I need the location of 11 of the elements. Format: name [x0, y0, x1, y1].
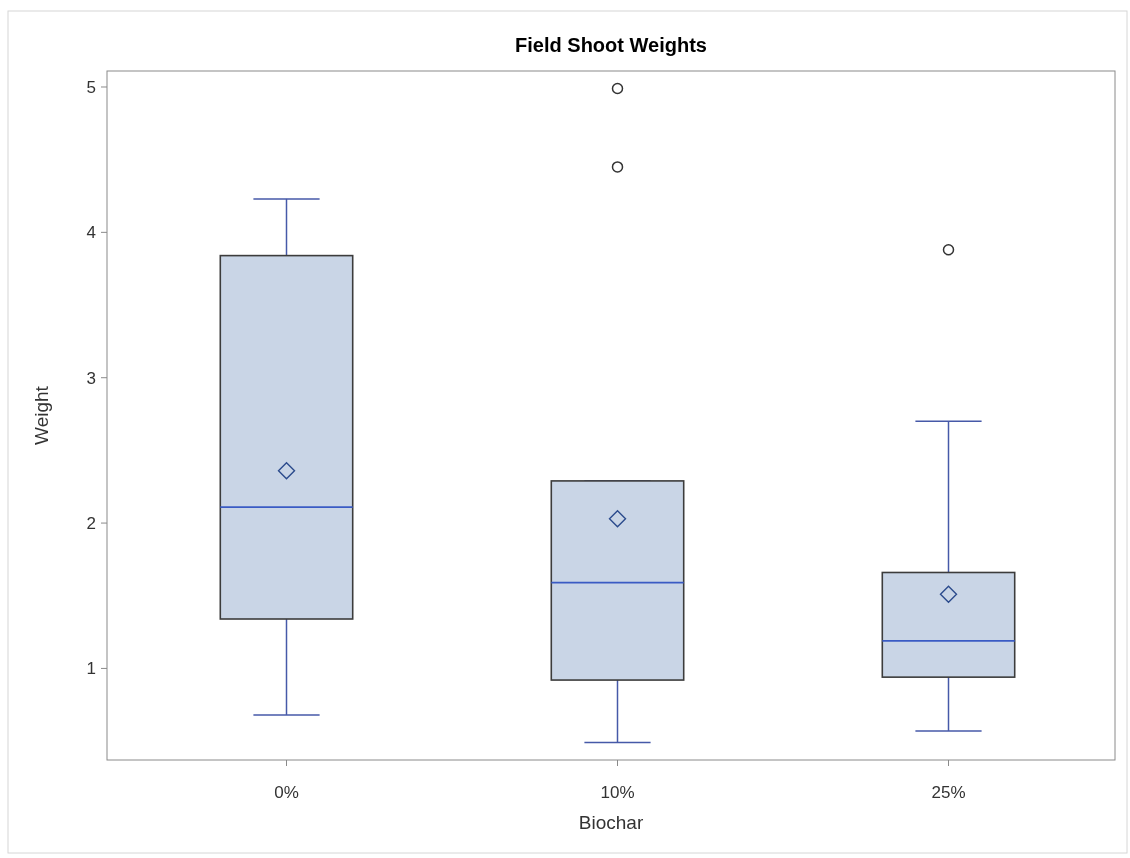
y-axis-title: Weight: [31, 385, 52, 445]
x-axis-title: Biochar: [578, 812, 644, 833]
y-tick-label: 5: [86, 77, 96, 97]
y-tick-label: 2: [86, 514, 96, 534]
y-tick-label: 1: [86, 659, 96, 679]
y-tick-label: 4: [86, 223, 96, 243]
x-tick-label: 25%: [931, 783, 966, 802]
x-tick-label: 0%: [274, 783, 299, 802]
x-tick-label: 10%: [600, 783, 635, 802]
y-tick-label: 3: [86, 368, 96, 388]
chart-title: Field Shoot Weights: [515, 34, 707, 56]
